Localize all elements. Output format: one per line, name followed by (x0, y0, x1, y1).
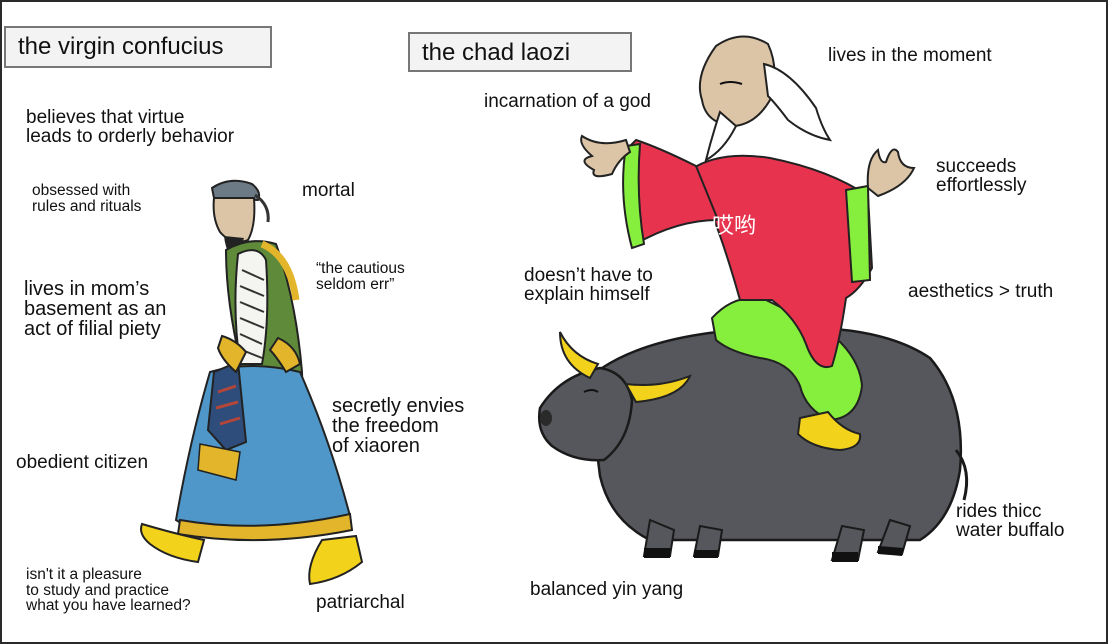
label-pleasure: isn't it a pleasure to study and practic… (26, 566, 191, 614)
label-rules: obsessed with rules and rituals (32, 182, 142, 215)
laozi-figure (580, 35, 916, 452)
right-title: the chad laozi (408, 32, 632, 72)
label-explain: doesn’t have to explain himself (524, 265, 653, 305)
confucius-figure (140, 179, 364, 586)
label-cautious: “the cautious seldom err” (316, 260, 405, 293)
label-moment: lives in the moment (828, 45, 992, 66)
label-mortal: mortal (302, 180, 355, 201)
water-buffalo (538, 326, 969, 562)
label-basement: lives in mom’s basement as an act of fil… (24, 278, 167, 340)
robe-characters: 哎哟 (712, 214, 757, 239)
label-patriarchal: patriarchal (316, 592, 405, 613)
label-buffalo: rides thicc water buffalo (956, 501, 1065, 541)
label-aesthetics: aesthetics > truth (908, 281, 1054, 302)
left-title: the virgin confucius (4, 26, 272, 68)
label-god: incarnation of a god (484, 91, 651, 112)
label-yinyang: balanced yin yang (530, 579, 684, 600)
label-virtue: believes that virtue leads to orderly be… (26, 107, 235, 147)
label-obedient: obedient citizen (16, 452, 149, 473)
label-succeeds: succeeds effortlessly (936, 156, 1027, 196)
label-envies: secretly envies the freedom of xiaoren (332, 395, 465, 457)
